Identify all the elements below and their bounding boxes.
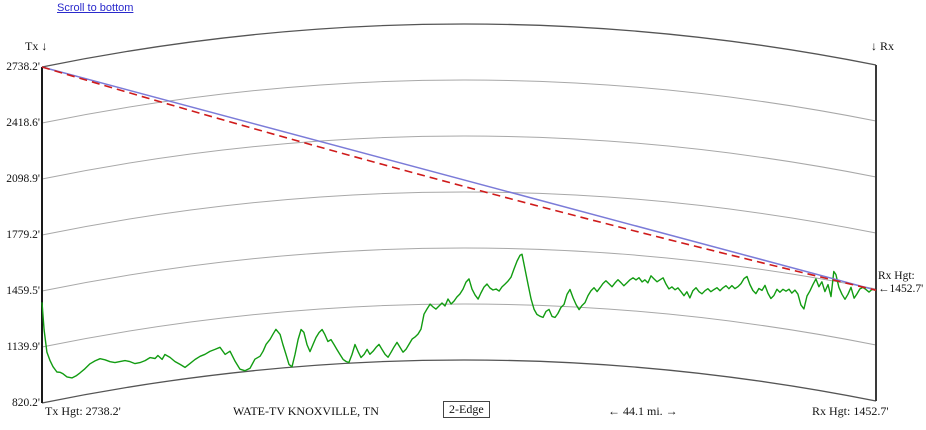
grid-arc <box>41 303 877 348</box>
refraction-line <box>41 66 877 291</box>
rx-height-side-label: Rx Hgt: ←1452.7' <box>878 270 923 296</box>
tx-marker-label: Tx ↓ <box>25 39 48 53</box>
y-tick-label: 820.2' <box>12 397 40 409</box>
y-tick-label: 2738.2' <box>6 61 40 73</box>
mode-badge: 2-Edge <box>443 401 490 418</box>
grid-arc <box>41 135 877 180</box>
tx-height-label: Tx Hgt: 2738.2' <box>45 404 121 418</box>
grid-arc <box>41 79 877 124</box>
path-distance-label: ← 44.1 mi. → <box>608 404 678 418</box>
rx-marker-label: ↓ Rx <box>871 39 895 53</box>
grid-arc <box>41 191 877 236</box>
station-name-label: WATE-TV KNOXVILLE, TN <box>233 404 379 418</box>
y-tick-label: 1139.9' <box>6 340 40 353</box>
los-line <box>41 66 877 291</box>
y-tick-label: 2098.9' <box>6 172 40 185</box>
rx-pointer-arrow: ← <box>878 283 890 295</box>
rx-side-value: 1452.7' <box>889 283 924 295</box>
y-tick-label: 1459.5' <box>6 285 40 297</box>
rx-height-label: Rx Hgt: 1452.7' <box>812 404 889 418</box>
scroll-to-bottom-link[interactable]: Scroll to bottom <box>57 2 134 14</box>
terrain-line <box>41 253 877 379</box>
grid-arc <box>41 23 877 68</box>
y-tick-label: 2418.6' <box>6 116 40 129</box>
rx-side-title: Rx Hgt: <box>878 270 915 282</box>
grid-arc <box>41 247 877 292</box>
y-tick-label: 1779.2' <box>6 229 40 241</box>
grid-arc <box>41 359 877 404</box>
